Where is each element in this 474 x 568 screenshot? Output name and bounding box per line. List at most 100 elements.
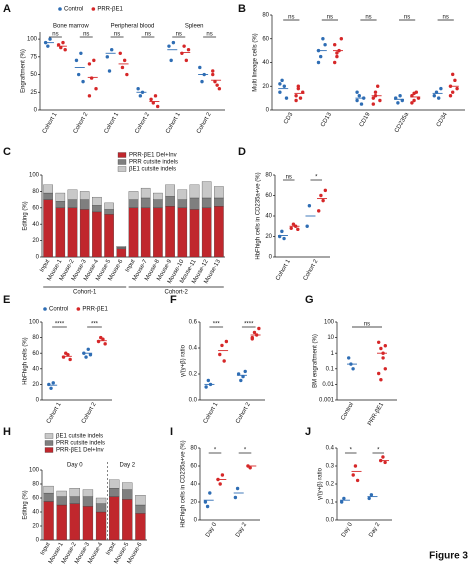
sig-label: ns [404, 15, 410, 21]
x-tick-label: Cohort 2 [196, 111, 213, 135]
data-point [169, 58, 173, 63]
bar-segment [43, 192, 53, 200]
data-point [296, 86, 301, 91]
bar-segment [43, 485, 54, 494]
data-point [377, 371, 381, 376]
data-point [355, 478, 360, 483]
x-tick-label: Day 0 [341, 521, 354, 538]
legend-swatch [91, 7, 96, 11]
y-tick-label: 40 [262, 60, 269, 66]
legend-label: Control [64, 7, 83, 13]
data-point [217, 87, 222, 91]
data-point [101, 337, 105, 341]
legend-swatch [76, 307, 81, 311]
data-point [355, 90, 359, 94]
sig-label: *** [91, 322, 99, 328]
bar-segment [43, 199, 53, 258]
bar-segment [201, 207, 212, 258]
panel-letter: F [170, 294, 177, 306]
y-tick-label: 20 [265, 234, 272, 240]
y-tick-label: 40 [32, 366, 39, 372]
data-point [355, 98, 359, 103]
y-tick-label: 20 [32, 238, 39, 244]
x-tick-label: Day 2 [368, 521, 381, 538]
legend-label: PRR-βE1 Del+Inv [56, 448, 104, 454]
bar-segment [92, 196, 102, 206]
legend-swatch [58, 7, 62, 11]
data-point [239, 378, 243, 383]
bar-segment [104, 202, 114, 210]
y-tick-label: 80 [32, 335, 39, 341]
bar-segment [82, 489, 94, 497]
data-point [87, 62, 92, 66]
bar-segment [43, 501, 54, 541]
sig-label: * [214, 448, 217, 454]
y-tick-label: 0 [36, 538, 40, 544]
data-point [151, 101, 155, 105]
data-point [278, 90, 282, 94]
data-point [381, 455, 385, 459]
y-tick-label: 80 [32, 189, 39, 195]
data-point [432, 94, 436, 98]
bar-segment [69, 503, 80, 541]
data-point [110, 48, 114, 52]
data-point [317, 209, 321, 213]
bar-segment [82, 506, 94, 541]
data-point [61, 40, 65, 45]
bar-segment [43, 184, 53, 194]
y-tick-label: 60 [32, 205, 39, 211]
data-point [48, 37, 52, 41]
y-tick-label: 25 [30, 90, 37, 96]
data-point [107, 69, 112, 73]
bar-segment [67, 189, 78, 200]
data-point [136, 87, 140, 91]
y-tick-label: 0.0 [326, 518, 335, 524]
bar-segment [189, 184, 200, 199]
bar-segment [140, 207, 151, 258]
data-point [296, 84, 301, 88]
data-point [243, 369, 247, 374]
x-tick-label: Cohort 2 [73, 111, 90, 135]
y-axis-label: Multi lineage cells (%) [253, 33, 259, 91]
panel-letter: E [3, 294, 10, 306]
bar-segment [140, 197, 151, 208]
data-point [373, 90, 378, 94]
bar-segment [67, 199, 78, 208]
data-point [316, 60, 321, 65]
group-label: Spleen [185, 24, 204, 30]
data-point [79, 51, 83, 55]
data-point [200, 79, 204, 84]
bar-segment [189, 197, 200, 210]
data-point [381, 356, 385, 360]
y-axis-label: Editing (%) [23, 201, 29, 230]
data-point [204, 385, 208, 389]
bar-segment [153, 207, 163, 258]
x-tick-label: Input [39, 259, 51, 274]
bar-segment [177, 207, 188, 258]
data-point [323, 42, 327, 47]
y-tick-label: 0.1 [326, 366, 335, 372]
data-point [218, 482, 222, 486]
figure-label: Figure 3 [429, 551, 468, 562]
group-label: Day 2 [119, 463, 135, 469]
data-point [383, 367, 387, 371]
x-tick-label: Cohort 2 [134, 111, 151, 135]
data-point [289, 226, 293, 230]
group-label: Peripheral blood [111, 24, 155, 30]
panel-letter: I [170, 426, 173, 438]
x-tick-label: CD19 [359, 111, 372, 128]
data-point [377, 340, 381, 344]
data-point [203, 500, 208, 504]
y-tick-label: 40 [32, 510, 39, 516]
x-tick-label: Cohort 1 [103, 111, 120, 135]
data-point [103, 342, 107, 346]
bar-segment [135, 504, 146, 514]
y-tick-label: 10 [327, 335, 334, 341]
data-point [342, 496, 346, 501]
sig-label: **** [55, 322, 65, 328]
panel-letter: D [238, 146, 246, 158]
data-point [84, 355, 88, 359]
y-axis-label: HbFhigh cells in CD235a+ve (%) [181, 440, 187, 527]
y-tick-label: 20 [32, 382, 39, 388]
